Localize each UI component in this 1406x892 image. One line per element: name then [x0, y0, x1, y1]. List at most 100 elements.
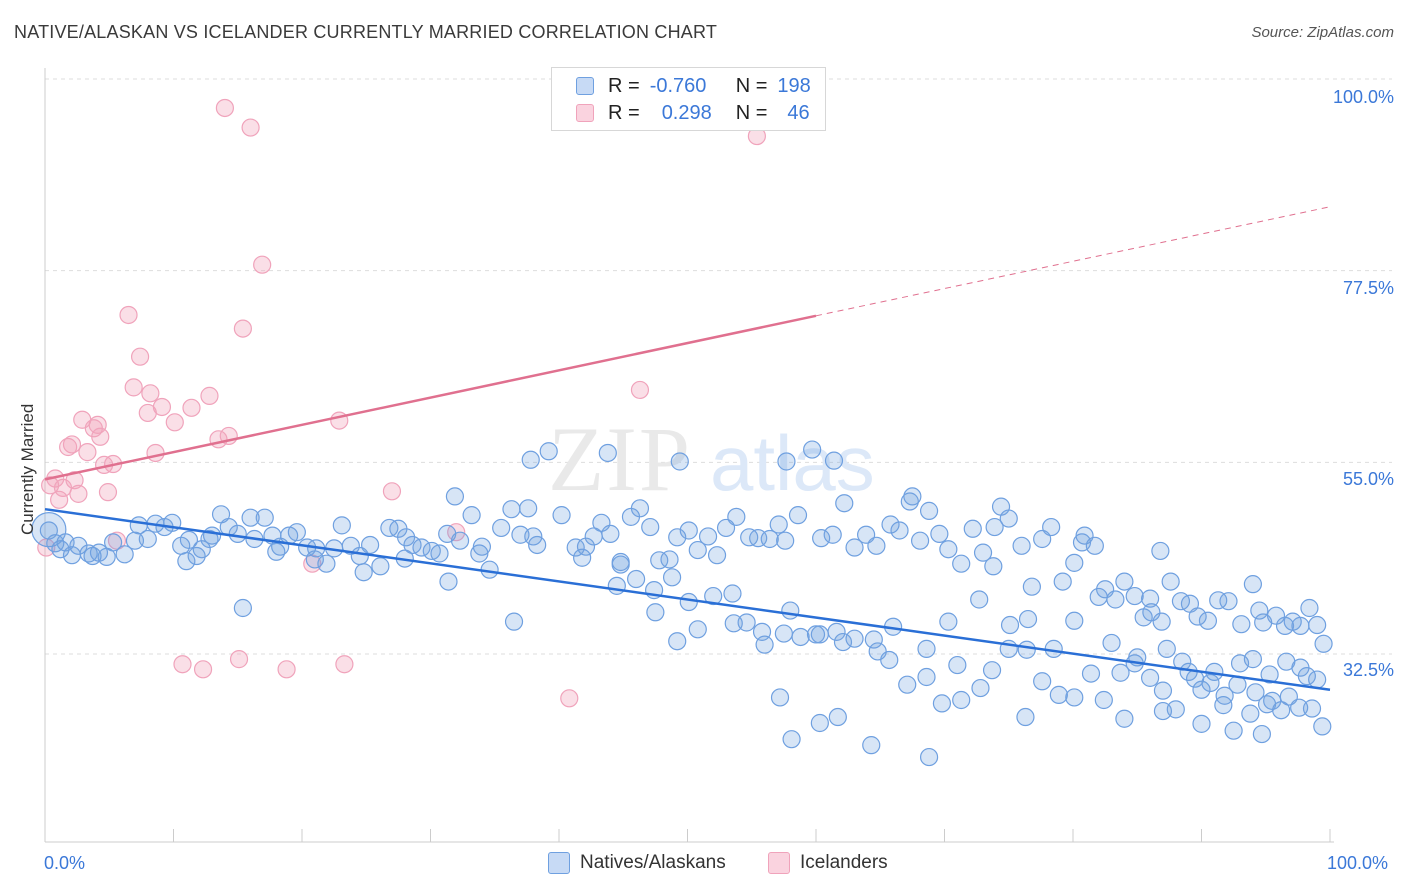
natives-points [31, 440, 1333, 767]
icelander-point [78, 443, 97, 462]
native-point [1224, 721, 1243, 740]
native-point [241, 508, 260, 527]
native-point [450, 531, 470, 550]
native-point [1065, 611, 1084, 630]
native-point [1215, 686, 1234, 705]
native-point [552, 506, 571, 525]
icelander-point [233, 319, 252, 338]
native-point [1140, 589, 1160, 608]
native-point [707, 546, 727, 565]
native-point [1106, 590, 1125, 609]
native-point [1094, 690, 1113, 710]
icelander-point [69, 484, 88, 503]
correlation-legend: R = -0.760 N = 198 R = 0.298 N = 46 [551, 67, 826, 131]
icelander-point [335, 655, 354, 674]
legend-swatch-icelanders [576, 104, 594, 122]
y-tick-label: 77.5% [1342, 278, 1394, 298]
native-point [439, 572, 458, 591]
native-point [46, 534, 65, 553]
native-point [1314, 634, 1333, 653]
icelander-point [182, 398, 201, 417]
native-point [835, 494, 854, 513]
native-point [823, 525, 842, 544]
native-point [1201, 673, 1220, 693]
bottom-legend-label: Natives/Alaskans [580, 852, 726, 873]
native-point [932, 694, 952, 713]
native-point [462, 506, 481, 525]
native-point [952, 690, 971, 710]
icelander-point [141, 384, 160, 403]
native-point [971, 678, 990, 698]
native-point [723, 584, 742, 603]
native-point [566, 538, 585, 557]
native-point [1161, 572, 1180, 591]
native-point [782, 730, 801, 749]
native-point [1300, 598, 1319, 618]
native-point [192, 540, 211, 559]
icelander-point [65, 471, 84, 490]
icelander-point [447, 523, 466, 542]
y-axis-label-wrap: Currently Married [18, 404, 38, 555]
icelander-point [193, 660, 213, 679]
icelander-point [62, 435, 82, 454]
native-point [806, 625, 826, 644]
legend-n-value: 198 [777, 74, 811, 97]
native-point [317, 554, 336, 573]
native-point [963, 519, 982, 538]
native-point [354, 563, 373, 582]
native-point [200, 529, 219, 549]
icelander-point [124, 378, 143, 397]
native-point [857, 525, 876, 544]
native-point [233, 598, 252, 618]
native-point [845, 538, 864, 557]
native-point [1308, 615, 1327, 635]
native-point [1241, 704, 1260, 723]
native-point [917, 639, 936, 658]
y-tick-label: 100.0% [1332, 87, 1394, 107]
native-point [864, 630, 883, 649]
icelander-point [98, 483, 118, 502]
native-point [985, 517, 1004, 537]
native-point [948, 655, 967, 675]
grid-lines [45, 78, 1392, 655]
icelander-point [253, 255, 272, 274]
native-point [939, 612, 958, 631]
native-point [698, 527, 718, 546]
bottom-legend-swatch-natives [548, 852, 570, 874]
native-point [670, 452, 689, 471]
native-point [724, 614, 743, 633]
bottom-legend-icelanders: Icelanders [768, 852, 888, 874]
x-tick-label: 0.0% [44, 853, 86, 873]
native-point [903, 487, 922, 506]
native-point [919, 747, 939, 767]
native-point [1065, 688, 1084, 707]
native-point [880, 650, 899, 670]
native-point [776, 531, 795, 550]
native-point [1232, 615, 1251, 634]
native-point [1214, 696, 1233, 715]
native-point [898, 675, 917, 694]
icelander-point [200, 386, 219, 405]
native-point [576, 537, 596, 556]
icelander-point [130, 347, 150, 366]
native-point [267, 542, 286, 561]
legend-n-label: N = [735, 101, 768, 124]
native-point [1250, 601, 1269, 620]
native-point [679, 521, 698, 540]
native-point [287, 523, 306, 542]
natives-trend-line [44, 507, 1331, 692]
native-point [737, 613, 756, 632]
native-point [774, 624, 793, 643]
icelander-point [229, 650, 249, 669]
native-point [1115, 709, 1134, 728]
native-point [791, 627, 810, 647]
native-point [1152, 612, 1171, 631]
legend-r-label: R = [608, 74, 640, 97]
native-point [812, 529, 831, 548]
native-point [430, 544, 449, 563]
native-point [952, 554, 971, 573]
native-point [668, 632, 687, 651]
native-point [598, 443, 617, 463]
icelander-point [215, 98, 234, 118]
native-point [881, 515, 900, 534]
